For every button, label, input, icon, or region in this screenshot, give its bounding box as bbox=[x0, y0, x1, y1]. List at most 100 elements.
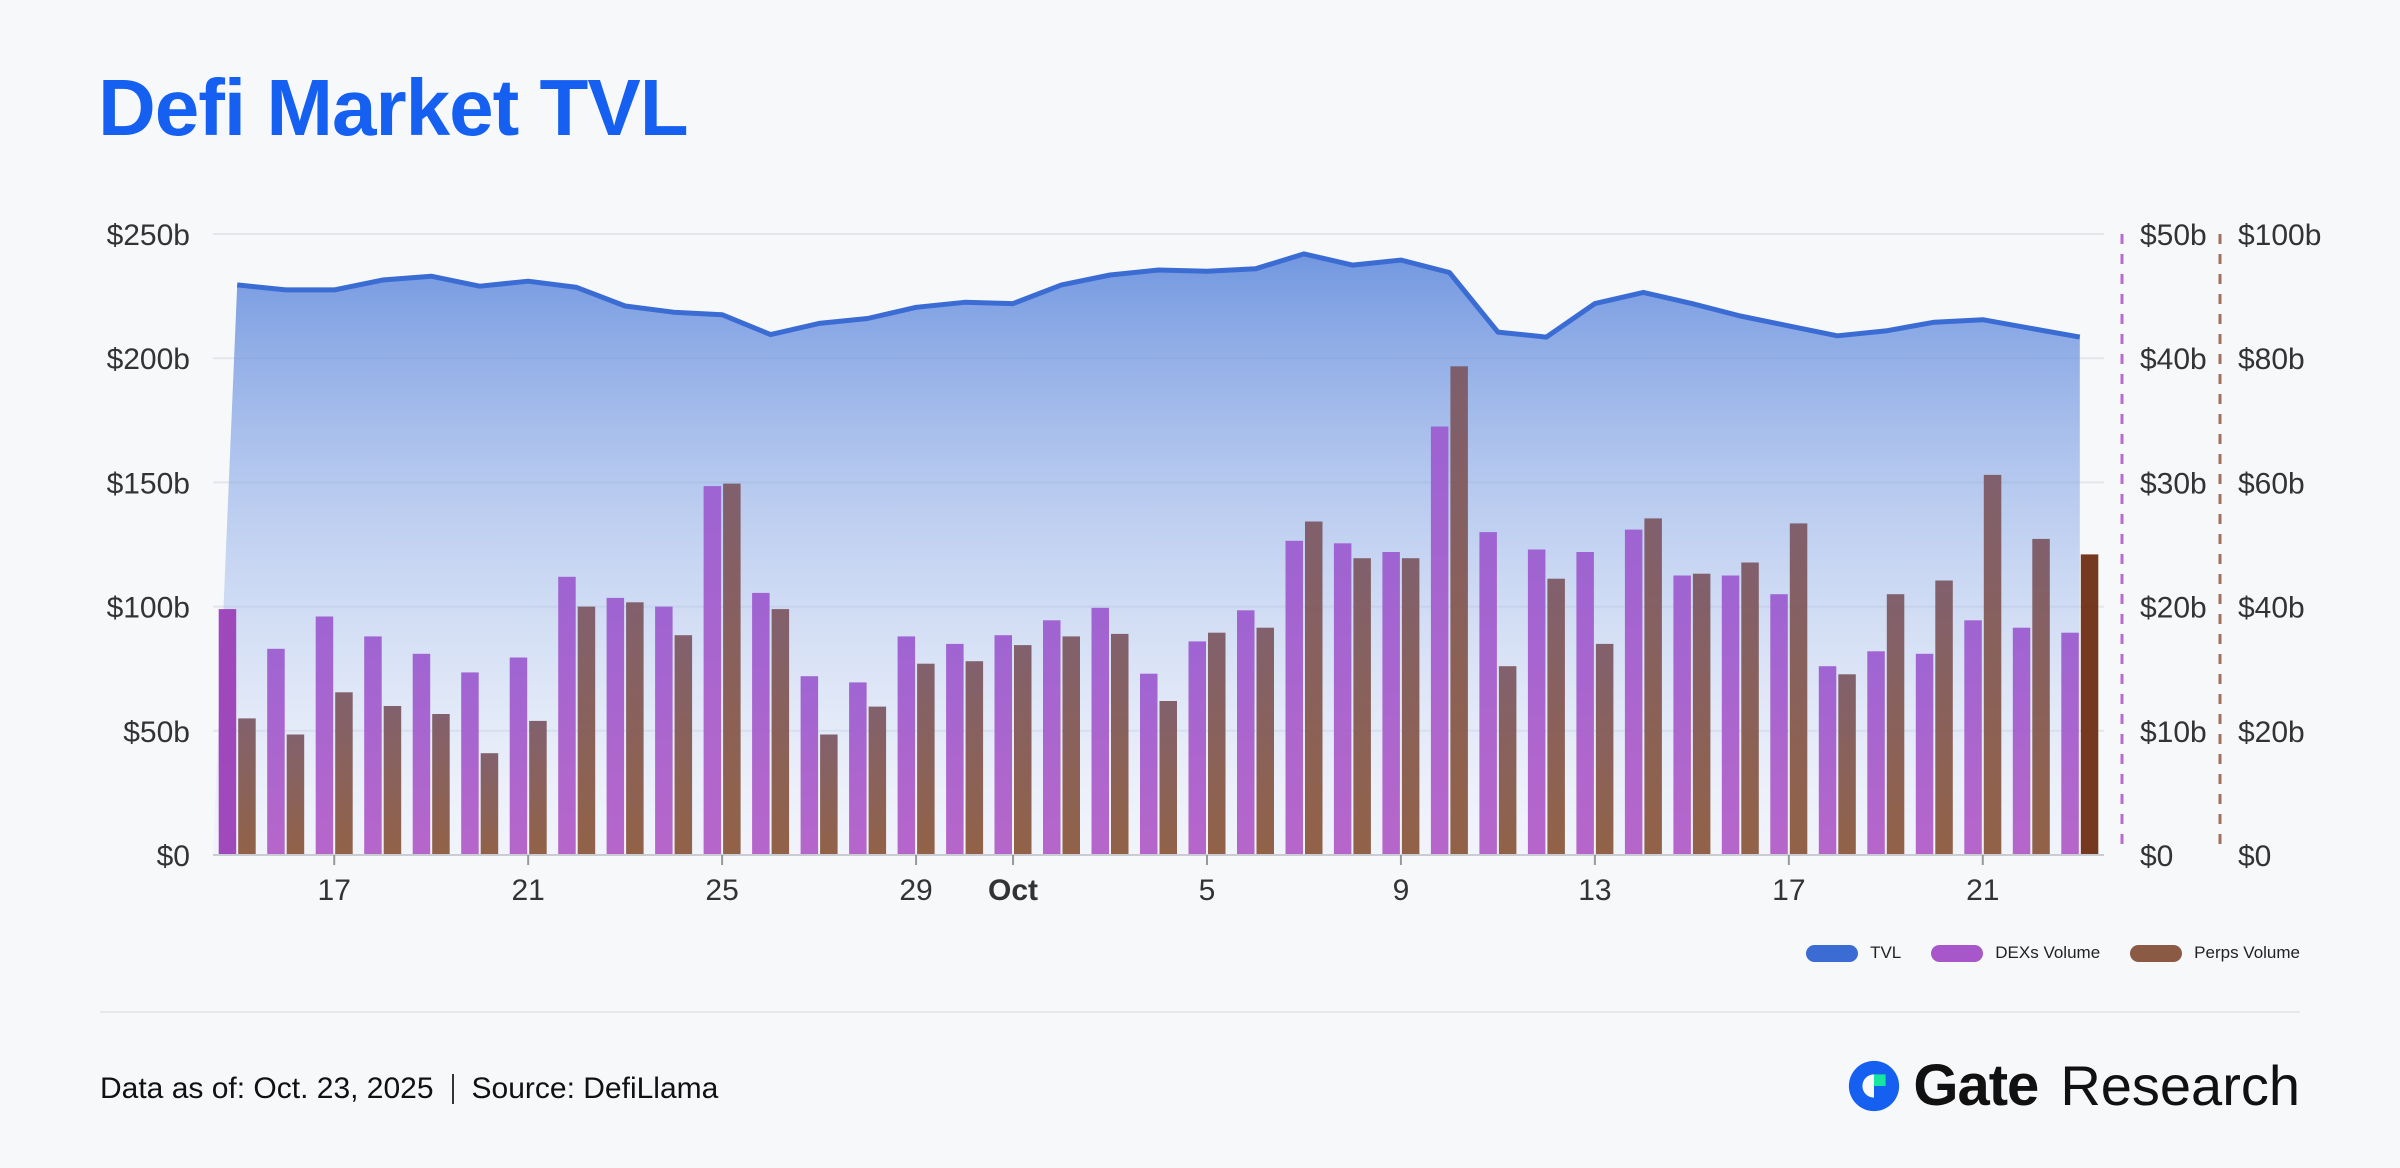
perps-volume-bar bbox=[1595, 643, 1614, 855]
left-axis-tick-label: $50b bbox=[123, 716, 190, 749]
right-axis-2-tick-label: $20b bbox=[2238, 716, 2305, 749]
x-axis-tick-label: Oct bbox=[988, 874, 1038, 907]
left-axis-tick-label: $100b bbox=[107, 592, 190, 625]
perps-volume-bar bbox=[820, 734, 838, 855]
right-axis-2-tick-label: $80b bbox=[2238, 343, 2305, 376]
dex-volume-bar bbox=[1770, 594, 1788, 855]
x-axis-tick-label: 5 bbox=[1199, 874, 1216, 907]
left-axis-tick-label: $150b bbox=[107, 467, 190, 500]
dex-volume-bar bbox=[1576, 552, 1594, 855]
perps-volume-bar bbox=[480, 753, 499, 855]
defi-tvl-chart: $0 $0 $0 $50b $10b $20b $100b $20b $40b $150b $30b… bbox=[107, 219, 2322, 907]
dex-volume-bar bbox=[315, 616, 334, 855]
x-axis-tick-label: 21 bbox=[511, 874, 544, 907]
perps-volume-bar bbox=[1159, 701, 1177, 855]
perps-volume-bar bbox=[1401, 558, 1420, 855]
perps-volume-bar bbox=[286, 734, 305, 855]
right-axis-1-tick-label: $20b bbox=[2140, 592, 2207, 625]
legend-label-tvl: TVL bbox=[1870, 943, 1902, 962]
perps-volume-bar bbox=[1014, 645, 1032, 855]
perps-volume-bar bbox=[1498, 666, 1517, 855]
perps-volume-bar bbox=[1692, 573, 1711, 855]
perps-volume-bar bbox=[1353, 558, 1371, 855]
right-axis-2-tick-label: $60b bbox=[2238, 467, 2305, 500]
dex-volume-bar bbox=[655, 606, 673, 855]
dex-volume-bar bbox=[606, 597, 625, 855]
perps-volume-bar bbox=[529, 720, 547, 855]
legend-item-tvl[interactable]: TVL bbox=[1806, 943, 1901, 963]
dex-volume-bar bbox=[1188, 641, 1206, 855]
data-as-of: Data as of: Oct. 23, 2025 bbox=[100, 1072, 434, 1105]
dex-volume-bar bbox=[849, 682, 867, 855]
legend-swatch-perps-volume bbox=[2130, 944, 2183, 962]
x-axis-tick-label: 17 bbox=[1772, 874, 1805, 907]
perps-volume-bar bbox=[868, 706, 887, 855]
perps-volume-bar bbox=[2080, 554, 2099, 855]
perps-volume-bar bbox=[1789, 523, 1808, 855]
legend-item-dex-volume[interactable]: DEXs Volume bbox=[1931, 943, 2100, 963]
dex-volume-bar bbox=[1818, 666, 1837, 855]
dex-volume-bar bbox=[1867, 651, 1885, 855]
perps-volume-bar bbox=[674, 635, 693, 855]
dex-volume-bar bbox=[1721, 575, 1740, 855]
dex-volume-bar bbox=[2012, 627, 2031, 855]
legend-label-perps-volume: Perps Volume bbox=[2194, 943, 2300, 962]
right-axis-2-tick-label: $0 bbox=[2238, 840, 2271, 873]
left-axis-tick-label: $250b bbox=[107, 219, 190, 252]
right-axis-1-tick-label: $30b bbox=[2140, 467, 2207, 500]
perps-volume-bar bbox=[723, 483, 741, 855]
dex-volume-bar bbox=[1624, 529, 1643, 855]
dex-volume-bar bbox=[1479, 532, 1497, 855]
x-axis-tick-label: 13 bbox=[1578, 874, 1611, 907]
chart-legend: TVL DEXs Volume Perps Volume bbox=[1806, 943, 2300, 963]
dex-volume-bar bbox=[1043, 620, 1061, 855]
x-axis-tick-label: 9 bbox=[1393, 874, 1410, 907]
perps-volume-bar bbox=[1208, 632, 1226, 855]
perps-volume-bar bbox=[1305, 521, 1323, 855]
right-axis-2-tick-label: $40b bbox=[2238, 592, 2305, 625]
legend-swatch-dex-volume bbox=[1931, 944, 1984, 962]
footer-separator bbox=[451, 1074, 454, 1104]
perps-volume-bar bbox=[626, 602, 644, 855]
perps-volume-bar bbox=[1547, 578, 1565, 855]
perps-volume-bar bbox=[965, 661, 984, 855]
x-axis-tick-label: 25 bbox=[705, 874, 738, 907]
dex-volume-bar bbox=[1673, 575, 1691, 855]
dex-volume-bar bbox=[461, 672, 479, 855]
dex-volume-bar bbox=[994, 635, 1012, 855]
right-axis-1-tick-label: $50b bbox=[2140, 219, 2207, 252]
dex-volume-bar bbox=[1237, 610, 1255, 855]
x-axis-tick-label: 17 bbox=[318, 874, 351, 907]
brand-logo: Gate Research bbox=[1845, 1052, 2300, 1119]
axes-layer: $0 $0 $0 $50b $10b $20b $100b $20b $40b $150b $30b… bbox=[107, 219, 2322, 907]
perps-volume-bar bbox=[1983, 474, 2002, 855]
dex-volume-bar bbox=[1915, 653, 1934, 855]
perps-volume-bar bbox=[1062, 636, 1080, 855]
data-source: Source: DefiLlama bbox=[471, 1072, 719, 1105]
perps-volume-bar bbox=[2032, 538, 2050, 855]
right-axis-1-tick-label: $40b bbox=[2140, 343, 2207, 376]
perps-volume-bar bbox=[577, 606, 596, 855]
dex-volume-bar bbox=[2061, 632, 2079, 855]
dex-volume-bar bbox=[509, 657, 528, 855]
dex-volume-bar bbox=[364, 636, 382, 855]
dex-volume-bar bbox=[1430, 426, 1449, 855]
dex-volume-bar bbox=[1382, 552, 1400, 855]
right-axis-1-tick-label: $0 bbox=[2140, 840, 2173, 873]
legend-label-dex-volume: DEXs Volume bbox=[1995, 943, 2101, 962]
perps-volume-bar bbox=[1886, 594, 1905, 855]
right-axis-2-tick-label: $100b bbox=[2238, 219, 2321, 252]
brand-name: Gate bbox=[1913, 1053, 2039, 1118]
perps-volume-bar bbox=[1935, 580, 1953, 855]
dex-volume-bar bbox=[558, 576, 576, 855]
legend-item-perps-volume[interactable]: Perps Volume bbox=[2130, 943, 2300, 963]
left-axis-tick-label: $200b bbox=[107, 343, 190, 376]
tvl-line bbox=[236, 251, 2081, 340]
bar-layer bbox=[218, 366, 2099, 855]
perps-volume-bar bbox=[432, 714, 450, 855]
perps-volume-bar bbox=[771, 609, 790, 855]
dex-volume-bar bbox=[1527, 549, 1546, 855]
dex-volume-bar bbox=[267, 648, 285, 855]
gate-logo-icon bbox=[1849, 1060, 1900, 1111]
perps-volume-bar bbox=[1450, 366, 1468, 855]
